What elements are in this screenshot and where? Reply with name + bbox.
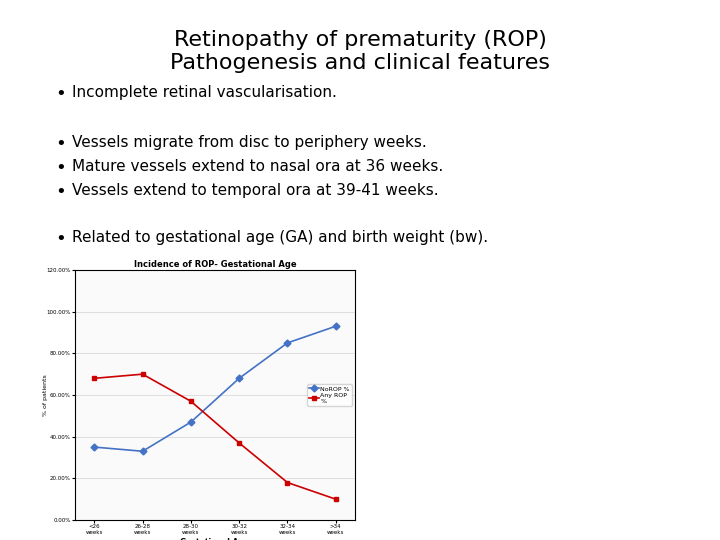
NoROP %: [331, 323, 340, 329]
Any ROP
%: [186, 398, 195, 404]
Any ROP
%: [235, 440, 243, 446]
NoROP %: [90, 444, 99, 450]
Text: •: •: [55, 183, 66, 201]
NoROP %: [186, 419, 195, 426]
Text: •: •: [55, 135, 66, 153]
NoROP %: [138, 448, 147, 455]
Text: Related to gestational age (GA) and birth weight (bw).: Related to gestational age (GA) and birt…: [72, 230, 488, 245]
Text: Vessels extend to temporal ora at 39-41 weeks.: Vessels extend to temporal ora at 39-41 …: [72, 183, 438, 198]
Any ROP
%: [138, 371, 147, 377]
Title: Incidence of ROP- Gestational Age: Incidence of ROP- Gestational Age: [134, 260, 297, 269]
Text: Incomplete retinal vascularisation.: Incomplete retinal vascularisation.: [72, 85, 337, 100]
Any ROP
%: [331, 496, 340, 502]
Line: NoROP %: NoROP %: [92, 324, 338, 454]
Text: •: •: [55, 230, 66, 248]
Text: •: •: [55, 159, 66, 177]
Text: •: •: [55, 85, 66, 103]
Any ROP
%: [283, 480, 292, 486]
Y-axis label: % of patients: % of patients: [42, 374, 48, 416]
Text: Mature vessels extend to nasal ora at 36 weeks.: Mature vessels extend to nasal ora at 36…: [72, 159, 444, 174]
Any ROP
%: [90, 375, 99, 382]
Line: Any ROP
%: Any ROP %: [92, 372, 338, 502]
Text: Retinopathy of prematurity (ROP): Retinopathy of prematurity (ROP): [174, 30, 546, 50]
NoROP %: [235, 375, 243, 382]
NoROP %: [283, 340, 292, 346]
X-axis label: Gestational Age: Gestational Age: [181, 538, 250, 540]
Legend: NoROP %, Any ROP
%: NoROP %, Any ROP %: [307, 384, 352, 406]
Text: Vessels migrate from disc to periphery weeks.: Vessels migrate from disc to periphery w…: [72, 135, 427, 150]
Text: Pathogenesis and clinical features: Pathogenesis and clinical features: [170, 53, 550, 73]
